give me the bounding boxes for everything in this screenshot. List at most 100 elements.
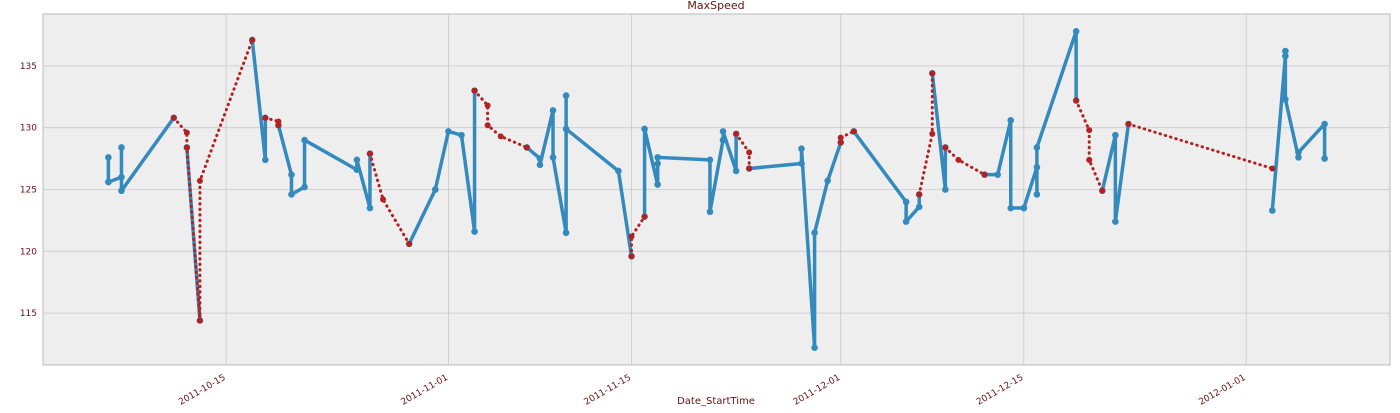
- y-tick-label: 135: [20, 62, 37, 72]
- data-point: [955, 156, 962, 163]
- data-point: [902, 198, 910, 206]
- data-point: [549, 107, 557, 114]
- data-point: [288, 191, 295, 198]
- data-point: [536, 155, 544, 162]
- data-point: [301, 183, 308, 191]
- data-point: [445, 128, 452, 135]
- data-point: [916, 191, 923, 198]
- data-point: [366, 150, 373, 157]
- y-tick-label: 120: [20, 247, 37, 257]
- data-point: [536, 161, 544, 169]
- data-point: [1033, 144, 1041, 151]
- data-point: [994, 171, 1001, 178]
- data-point: [811, 344, 818, 351]
- data-point: [1321, 120, 1328, 128]
- data-point: [262, 156, 269, 164]
- data-point: [249, 36, 256, 43]
- data-point: [275, 122, 282, 129]
- data-point: [288, 171, 295, 178]
- x-axis-label: Date_StartTime: [677, 396, 755, 407]
- data-point: [719, 136, 727, 144]
- data-point: [628, 253, 635, 260]
- data-point: [719, 128, 727, 135]
- data-point: [471, 87, 478, 94]
- x-tick-label: 2011-12-01: [792, 373, 842, 408]
- data-point: [118, 173, 125, 181]
- data-point: [484, 122, 491, 129]
- data-point: [981, 171, 988, 178]
- data-point: [196, 177, 203, 184]
- data-point: [902, 218, 910, 225]
- data-point: [484, 102, 491, 109]
- x-tick-label: 2011-11-01: [400, 373, 450, 408]
- data-point: [850, 128, 857, 135]
- data-point: [301, 136, 308, 144]
- data-point: [641, 213, 648, 220]
- data-point: [562, 125, 570, 133]
- data-point: [798, 160, 805, 167]
- y-tick-label: 115: [20, 309, 37, 319]
- data-point: [1125, 120, 1132, 127]
- data-point: [615, 167, 622, 175]
- data-point: [1020, 204, 1028, 212]
- x-tick-label: 2012-01-01: [1197, 373, 1247, 408]
- data-point: [1007, 116, 1015, 124]
- data-point: [628, 233, 635, 240]
- y-tick-label: 130: [20, 124, 37, 134]
- data-point: [654, 181, 661, 188]
- data-point: [733, 130, 740, 137]
- data-point: [942, 186, 949, 193]
- y-tick-label: 125: [20, 186, 37, 196]
- x-tick-label: 2011-11-15: [583, 373, 633, 408]
- data-point: [458, 131, 465, 139]
- data-point: [706, 208, 714, 216]
- data-point: [746, 165, 753, 172]
- data-point: [1112, 218, 1119, 225]
- data-point: [1007, 204, 1015, 212]
- data-point: [353, 156, 361, 164]
- data-point: [432, 186, 439, 193]
- data-point: [105, 178, 112, 186]
- data-point: [1033, 191, 1041, 198]
- data-point: [837, 139, 844, 146]
- data-point: [118, 144, 125, 151]
- data-point: [915, 203, 923, 211]
- data-point: [353, 166, 361, 174]
- data-point: [1295, 154, 1302, 161]
- data-point: [118, 187, 125, 195]
- data-point: [811, 229, 818, 237]
- data-point: [562, 229, 570, 237]
- x-tick-label: 2011-12-15: [975, 373, 1025, 408]
- data-point: [942, 144, 949, 151]
- data-point: [1073, 97, 1080, 104]
- data-point: [1282, 52, 1289, 60]
- chart-title: MaxSpeed: [687, 0, 744, 12]
- data-point: [654, 154, 661, 161]
- data-point: [183, 129, 190, 136]
- data-point: [641, 125, 648, 133]
- data-point: [1086, 127, 1093, 134]
- data-point: [706, 156, 714, 164]
- data-point: [1033, 163, 1041, 171]
- data-point: [1295, 149, 1302, 156]
- data-point: [1099, 187, 1106, 194]
- data-point: [406, 240, 413, 247]
- data-point: [262, 114, 269, 121]
- data-point: [929, 130, 936, 137]
- data-point: [380, 196, 387, 203]
- data-point: [824, 177, 831, 185]
- data-point: [562, 92, 570, 99]
- data-point: [170, 114, 177, 121]
- data-point: [1282, 95, 1289, 103]
- data-point: [746, 149, 753, 156]
- x-tick-label: 2011-10-15: [177, 373, 227, 408]
- data-point: [1282, 47, 1289, 55]
- data-point: [105, 154, 112, 161]
- data-point: [1269, 165, 1276, 172]
- data-point: [549, 154, 557, 161]
- data-point: [1321, 155, 1328, 162]
- data-point: [798, 145, 805, 153]
- data-point: [732, 167, 740, 175]
